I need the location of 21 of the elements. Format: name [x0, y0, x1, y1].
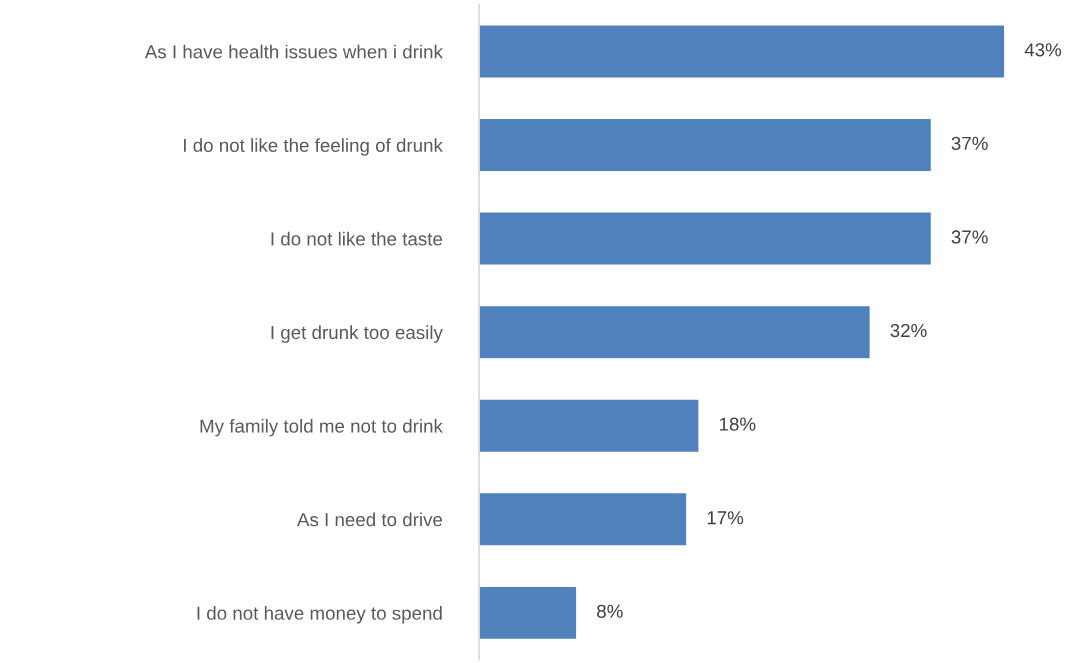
y-tick-label: I do not like the taste: [271, 231, 443, 246]
y-tick-label: I do not like the feeling of drunk: [184, 138, 443, 156]
y-tick-label: I do not have money to spend: [197, 606, 442, 624]
data-label: 37%: [951, 136, 988, 151]
data-label: 18%: [719, 417, 756, 431]
bar: [478, 398, 700, 454]
data-label: 8%: [597, 604, 623, 618]
y-tick-label: I get drunk too easily: [271, 325, 443, 343]
bar: [478, 304, 871, 360]
bar: [478, 585, 578, 641]
bar: [478, 117, 933, 173]
y-tick-label: As I need to drive: [297, 512, 443, 527]
bar: [478, 491, 688, 547]
y-tick-label: My family told me not to drink: [200, 418, 443, 437]
data-label: 43%: [1024, 43, 1062, 57]
data-label: 32%: [890, 323, 927, 338]
y-tick-label: As I have health issues when i drink: [144, 44, 443, 59]
bar: [478, 211, 933, 266]
bar: [478, 24, 1006, 79]
data-label: 17%: [707, 511, 744, 525]
data-label: 37%: [951, 230, 988, 244]
